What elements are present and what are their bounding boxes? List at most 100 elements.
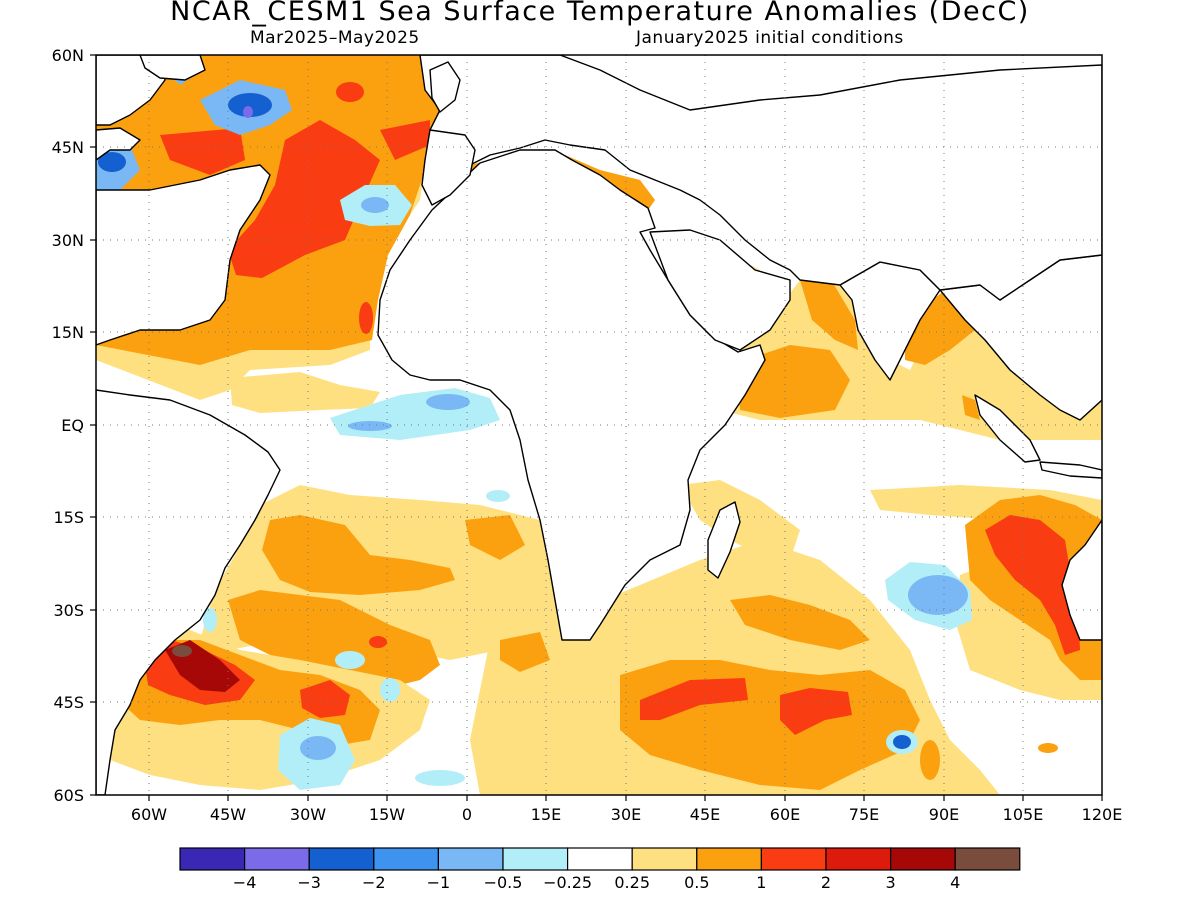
nova-scotia-coastline (96, 127, 141, 161)
indian-coast-warm (800, 278, 858, 350)
equatorial-atlantic-cold-1 (348, 421, 392, 431)
florida-coastline (96, 164, 271, 346)
java-coastline (1039, 461, 1102, 479)
brazil-current-extreme (172, 645, 192, 657)
southeast-indian-cold (908, 575, 968, 615)
lon-label-75e: 75E (849, 805, 879, 824)
west-australia-hot (985, 515, 1080, 655)
colorbar-swatch (889, 847, 956, 871)
colorbar-label: −4 (233, 873, 257, 892)
kerguelen-cold (893, 735, 911, 749)
south-america-coastline (96, 389, 281, 795)
arabia-coastline (649, 229, 791, 351)
australia-coastline (1061, 519, 1102, 641)
south-atlantic-hot-spot (369, 636, 387, 648)
lon-label-15e: 15E (531, 805, 561, 824)
uk-coastline (429, 61, 461, 113)
lon-label-60w: 60W (131, 805, 167, 824)
south-atlantic-cool-5 (203, 608, 217, 632)
south-atlantic-cold-1 (300, 736, 336, 760)
southern-ocean-warm (920, 740, 940, 780)
colorbar-label: −2 (362, 873, 386, 892)
southern-indian-warm-2 (730, 595, 870, 650)
lat-label-15s: 15S (53, 508, 84, 527)
colorbar-swatch (954, 847, 1021, 871)
tropical-atlantic-mild (230, 372, 380, 413)
colorbar-label: 2 (821, 873, 831, 892)
south-atlantic-cool-2 (335, 651, 365, 669)
andaman-warm (962, 395, 980, 420)
lat-label-15n: 15N (52, 323, 84, 342)
madagascar-coastline (707, 501, 741, 579)
colorbar-swatch (760, 847, 827, 871)
colorbar-label: −0.5 (484, 873, 523, 892)
anomaly-field (96, 55, 1102, 795)
lat-label-45s: 45S (53, 693, 84, 712)
lat-label-eq: EQ (61, 416, 84, 435)
longitude-labels: 60W 45W 30W 15W 0 15E 30E 45E 60E 75E 90… (131, 805, 1122, 824)
colorbar-swatch (308, 847, 375, 871)
colorbar-label: 1 (756, 873, 766, 892)
west-atlantic-hot (160, 128, 245, 175)
tick-marks (90, 54, 1103, 801)
lat-label-30n: 30N (52, 231, 84, 250)
labrador-sea-colder (243, 106, 253, 118)
colorbar-label: 4 (950, 873, 960, 892)
labrador-hot (336, 82, 364, 102)
iberia-coastline (421, 129, 476, 206)
colorbar-swatch (179, 847, 246, 871)
colorbar-swatch (244, 847, 310, 871)
colorbar-labels: −4 −3 −2 −1 −0.5 −0.25 0.25 0.5 1 2 3 4 (233, 873, 960, 892)
gridlines (96, 55, 1102, 795)
south-atlantic-warm-1 (262, 515, 455, 595)
colorbar-label: 0.25 (614, 873, 650, 892)
lat-label-60s: 60S (53, 786, 84, 805)
southern-indian-hot-1 (640, 678, 748, 720)
colorbar-label: −0.25 (543, 873, 592, 892)
south-atlantic-hot-2 (300, 680, 350, 718)
southern-ocean-warm-2 (1038, 743, 1058, 753)
lon-label-0: 0 (462, 805, 472, 824)
lon-label-105e: 105E (1003, 805, 1044, 824)
lon-label-30w: 30W (290, 805, 326, 824)
lon-label-60e: 60E (770, 805, 800, 824)
colorbar-swatch (373, 847, 439, 871)
colorbar-label: 3 (886, 873, 896, 892)
colorbar-swatch (502, 847, 569, 871)
colorbar-swatch (437, 847, 504, 871)
lat-label-30s: 30S (53, 601, 84, 620)
arabian-sea-warm (738, 345, 850, 418)
south-atlantic-cool-3 (380, 678, 400, 702)
colorbar-swatch (566, 847, 633, 871)
lon-label-90e: 90E (929, 805, 959, 824)
greenland-coastline (139, 55, 206, 81)
colorbar-label: −3 (297, 873, 321, 892)
southern-indian-hot-2 (780, 688, 852, 735)
sumatra-coastline (974, 394, 1041, 463)
caribbean-hot (359, 302, 373, 334)
africa-coastline (377, 149, 766, 641)
land-masses (96, 55, 1102, 795)
latitude-labels: 60N 45N 30N 15N EQ 15S 30S 45S 60S (52, 46, 84, 805)
europe-coastline (419, 55, 1102, 301)
benguela-warm (465, 515, 525, 560)
labrador-sea-cold (228, 93, 272, 117)
gulf-of-guinea-cool (486, 490, 510, 502)
initial-conditions: January2025 initial conditions (636, 28, 904, 48)
lon-label-120e: 120E (1082, 805, 1123, 824)
lon-label-45e: 45E (690, 805, 720, 824)
gulf-stream-hot (228, 120, 380, 278)
southern-indian-warm-3 (500, 632, 550, 672)
forecast-period: Mar2025–May2025 (250, 28, 420, 48)
colorbar-swatch (696, 847, 762, 871)
lat-label-60n: 60N (52, 46, 84, 65)
colorbar-label: 0.5 (684, 873, 709, 892)
north-atlantic-cool-2 (361, 197, 389, 213)
mid-atlantic-hot (380, 120, 430, 160)
south-atlantic-cool-4 (415, 770, 465, 786)
colorbar-swatch (825, 847, 892, 871)
colorbar-label: −1 (427, 873, 451, 892)
map-title: NCAR_CESM1 Sea Surface Temperature Anoma… (170, 0, 1030, 27)
nova-scotia-cold (98, 152, 126, 172)
